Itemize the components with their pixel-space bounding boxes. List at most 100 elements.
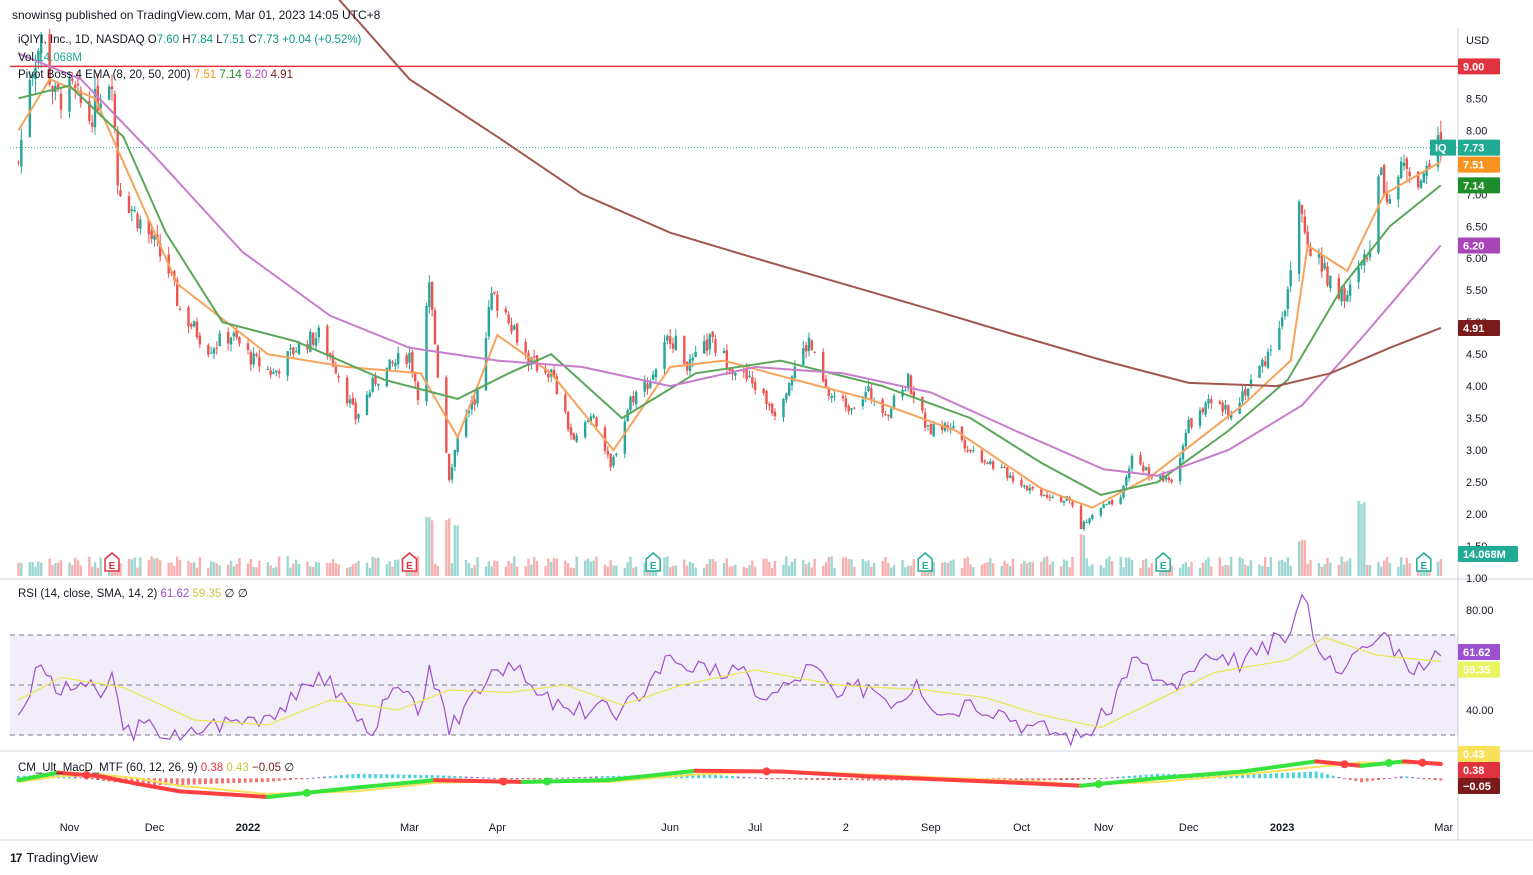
candle-body bbox=[34, 68, 37, 80]
volume-bar bbox=[269, 565, 272, 576]
rsi-value-tag-bg bbox=[1458, 661, 1500, 678]
candle-body bbox=[433, 310, 437, 345]
macd-line-segment bbox=[98, 774, 140, 786]
vol-value: 14.068M bbox=[37, 52, 82, 64]
candle-body bbox=[623, 421, 627, 454]
volume-bar bbox=[1184, 562, 1188, 576]
volume-bar bbox=[722, 562, 726, 576]
earnings-marker-shape bbox=[1416, 552, 1432, 572]
volume-bar bbox=[606, 566, 610, 576]
candle-body bbox=[592, 415, 595, 418]
candle-body bbox=[1416, 171, 1420, 188]
candle-body bbox=[113, 94, 117, 128]
volume-bar bbox=[1346, 560, 1349, 576]
volume-bar bbox=[991, 563, 995, 576]
macd-hist-bar bbox=[1059, 778, 1063, 781]
candle-body bbox=[853, 407, 856, 409]
volume-bar bbox=[906, 565, 910, 576]
price-tick-label: 1.00 bbox=[1466, 573, 1487, 585]
macd-hist-bar bbox=[175, 778, 179, 785]
macd-hist-bar bbox=[1139, 775, 1142, 779]
volume-bar bbox=[813, 558, 816, 576]
rsi-tick-label: 80.00 bbox=[1466, 605, 1494, 617]
macd-hist-bar bbox=[379, 774, 383, 779]
volume-bar bbox=[1040, 561, 1043, 576]
macd-hist-bar bbox=[447, 775, 451, 779]
volume-bar bbox=[824, 562, 828, 576]
tradingview-logo[interactable]: 17 TradingView bbox=[10, 850, 98, 865]
candle-body bbox=[272, 371, 275, 374]
candle-body bbox=[1062, 500, 1066, 503]
volume-bars bbox=[17, 500, 1443, 576]
volume-bar bbox=[1011, 558, 1015, 576]
earnings-marker-shape bbox=[401, 552, 418, 572]
candle-body bbox=[249, 352, 253, 365]
candle-body bbox=[235, 330, 238, 338]
volume-bar bbox=[1388, 562, 1392, 576]
candle-body bbox=[368, 392, 372, 397]
volume-bar bbox=[762, 558, 765, 576]
volume-bar bbox=[484, 566, 488, 576]
volume-bar bbox=[1048, 564, 1052, 576]
symbol-tag-label: IQ bbox=[1435, 143, 1447, 155]
candle-body bbox=[1297, 201, 1301, 274]
macd-hist-bar bbox=[1246, 774, 1250, 779]
candle-body bbox=[1377, 176, 1380, 253]
volume-bar bbox=[564, 560, 567, 576]
macd-hist-bar bbox=[68, 775, 71, 779]
volume-bar bbox=[1198, 567, 1202, 576]
candle-body bbox=[1317, 253, 1321, 258]
volume-bar bbox=[1105, 558, 1108, 576]
candle-body bbox=[1085, 522, 1088, 524]
price-tick-label: 8.00 bbox=[1466, 125, 1487, 137]
candle-body bbox=[983, 460, 986, 462]
candle-body bbox=[428, 282, 431, 308]
candle-body bbox=[583, 422, 587, 438]
volume-bar bbox=[167, 562, 170, 576]
candle-body bbox=[634, 391, 638, 404]
volume-bar bbox=[127, 558, 131, 576]
volume-bar bbox=[892, 565, 896, 576]
volume-bar bbox=[1399, 557, 1403, 576]
volume-bar bbox=[467, 563, 471, 576]
candle-body bbox=[1045, 494, 1049, 498]
candle-body bbox=[1147, 467, 1151, 478]
price-tag-bg bbox=[1458, 319, 1500, 336]
volume-bar bbox=[983, 563, 986, 576]
macd-hist-bar bbox=[1025, 778, 1029, 781]
volume-bar bbox=[1329, 562, 1332, 576]
candle-body bbox=[745, 369, 748, 380]
candle-body bbox=[1300, 204, 1304, 215]
macd-hist-bar bbox=[742, 776, 746, 779]
candle-body bbox=[881, 399, 884, 413]
price-tag-label: 7.73 bbox=[1463, 143, 1484, 155]
candle-body bbox=[1003, 466, 1006, 468]
candle-body bbox=[728, 368, 731, 371]
price-axis: USD1.001.502.002.503.003.504.004.505.005… bbox=[1466, 35, 1489, 585]
macd-hist-bar bbox=[884, 778, 887, 781]
volume-bar bbox=[830, 556, 833, 576]
volume-bar bbox=[1000, 566, 1003, 576]
candle-body bbox=[1419, 180, 1423, 189]
candle-body bbox=[445, 377, 448, 453]
candle-body bbox=[544, 368, 547, 373]
candle-body bbox=[328, 353, 332, 357]
volume-bar bbox=[731, 566, 734, 576]
volume-bar bbox=[1108, 556, 1111, 576]
macd-hist-bar bbox=[1150, 774, 1154, 779]
price-tick-label: 4.50 bbox=[1466, 349, 1487, 361]
candle-body bbox=[374, 376, 377, 384]
macd-value: 0.38 bbox=[200, 762, 224, 774]
rsi-value-tag: 61.62 bbox=[1458, 643, 1500, 660]
candle-body bbox=[850, 408, 853, 411]
macd-hist-bar bbox=[753, 777, 757, 779]
volume-bar bbox=[275, 566, 278, 576]
candle-body bbox=[564, 394, 567, 412]
earnings-marker-label: E bbox=[109, 561, 116, 572]
macd-hist-bar bbox=[1258, 773, 1261, 779]
candle-body bbox=[266, 369, 270, 371]
volume-bar bbox=[535, 561, 539, 576]
candle-body bbox=[892, 395, 896, 409]
volume-bar bbox=[215, 563, 219, 576]
volume-bar bbox=[770, 567, 774, 576]
